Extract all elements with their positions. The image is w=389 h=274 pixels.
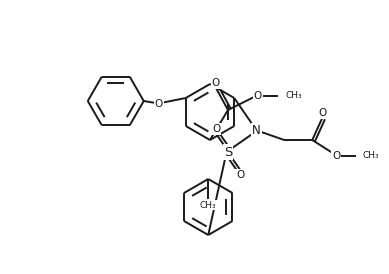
Text: CH₃: CH₃	[362, 152, 379, 161]
Text: CH₃: CH₃	[200, 201, 217, 210]
Text: CH₃: CH₃	[286, 92, 303, 101]
Text: S: S	[224, 145, 233, 158]
Text: N: N	[252, 124, 261, 136]
Text: O: O	[154, 99, 163, 109]
Text: O: O	[212, 78, 220, 88]
Text: O: O	[332, 151, 340, 161]
Text: O: O	[254, 91, 262, 101]
Text: O: O	[318, 108, 326, 118]
Text: O: O	[212, 124, 221, 134]
Text: O: O	[236, 170, 244, 180]
